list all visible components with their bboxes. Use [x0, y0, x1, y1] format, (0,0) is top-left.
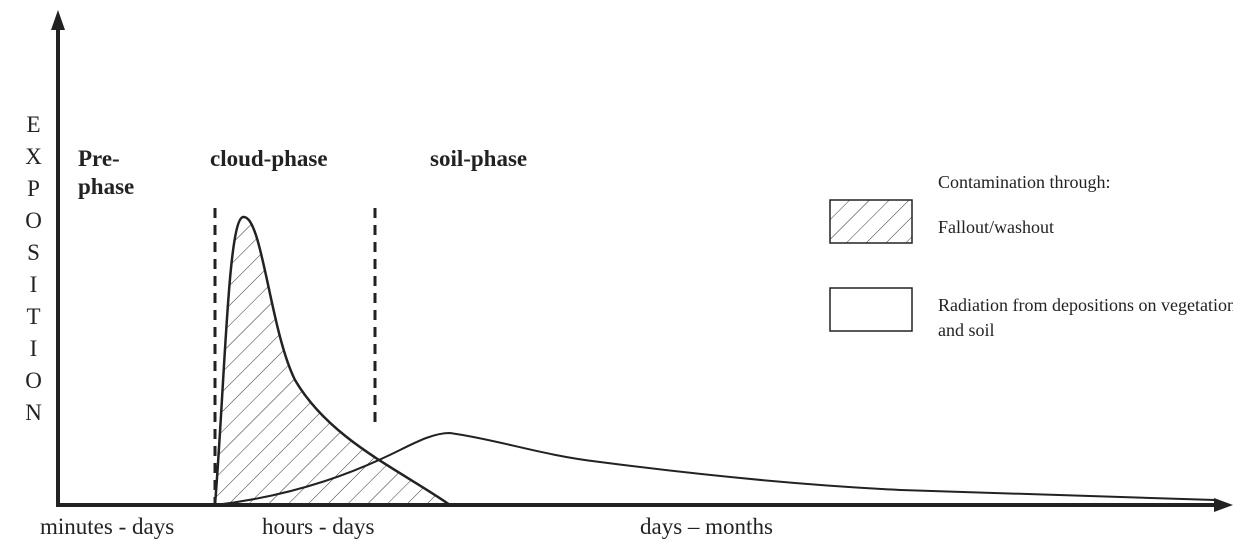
phase-label: soil-phase	[430, 146, 528, 171]
legend-item: Radiation from depositions on vegetation…	[938, 295, 1233, 340]
legend-title: Contamination through:	[938, 172, 1111, 192]
phase-label: phase	[78, 174, 135, 199]
y-axis-arrow	[51, 10, 65, 30]
x-label: minutes - days	[40, 514, 175, 539]
phase-label: Pre-	[78, 146, 120, 171]
x-label: hours - days	[262, 514, 375, 539]
legend-swatch-hatched	[829, 199, 913, 244]
soil-curve	[214, 431, 1216, 506]
phase-label: cloud-phase	[210, 146, 328, 171]
x-axis-arrow	[1214, 498, 1233, 512]
legend-item: Fallout/washout	[938, 217, 1054, 237]
y-axis-label: EXPOSITION	[21, 112, 46, 432]
cloud-curve	[213, 215, 454, 507]
x-label: days – months	[640, 514, 773, 539]
legend-swatch-plain	[829, 287, 913, 332]
